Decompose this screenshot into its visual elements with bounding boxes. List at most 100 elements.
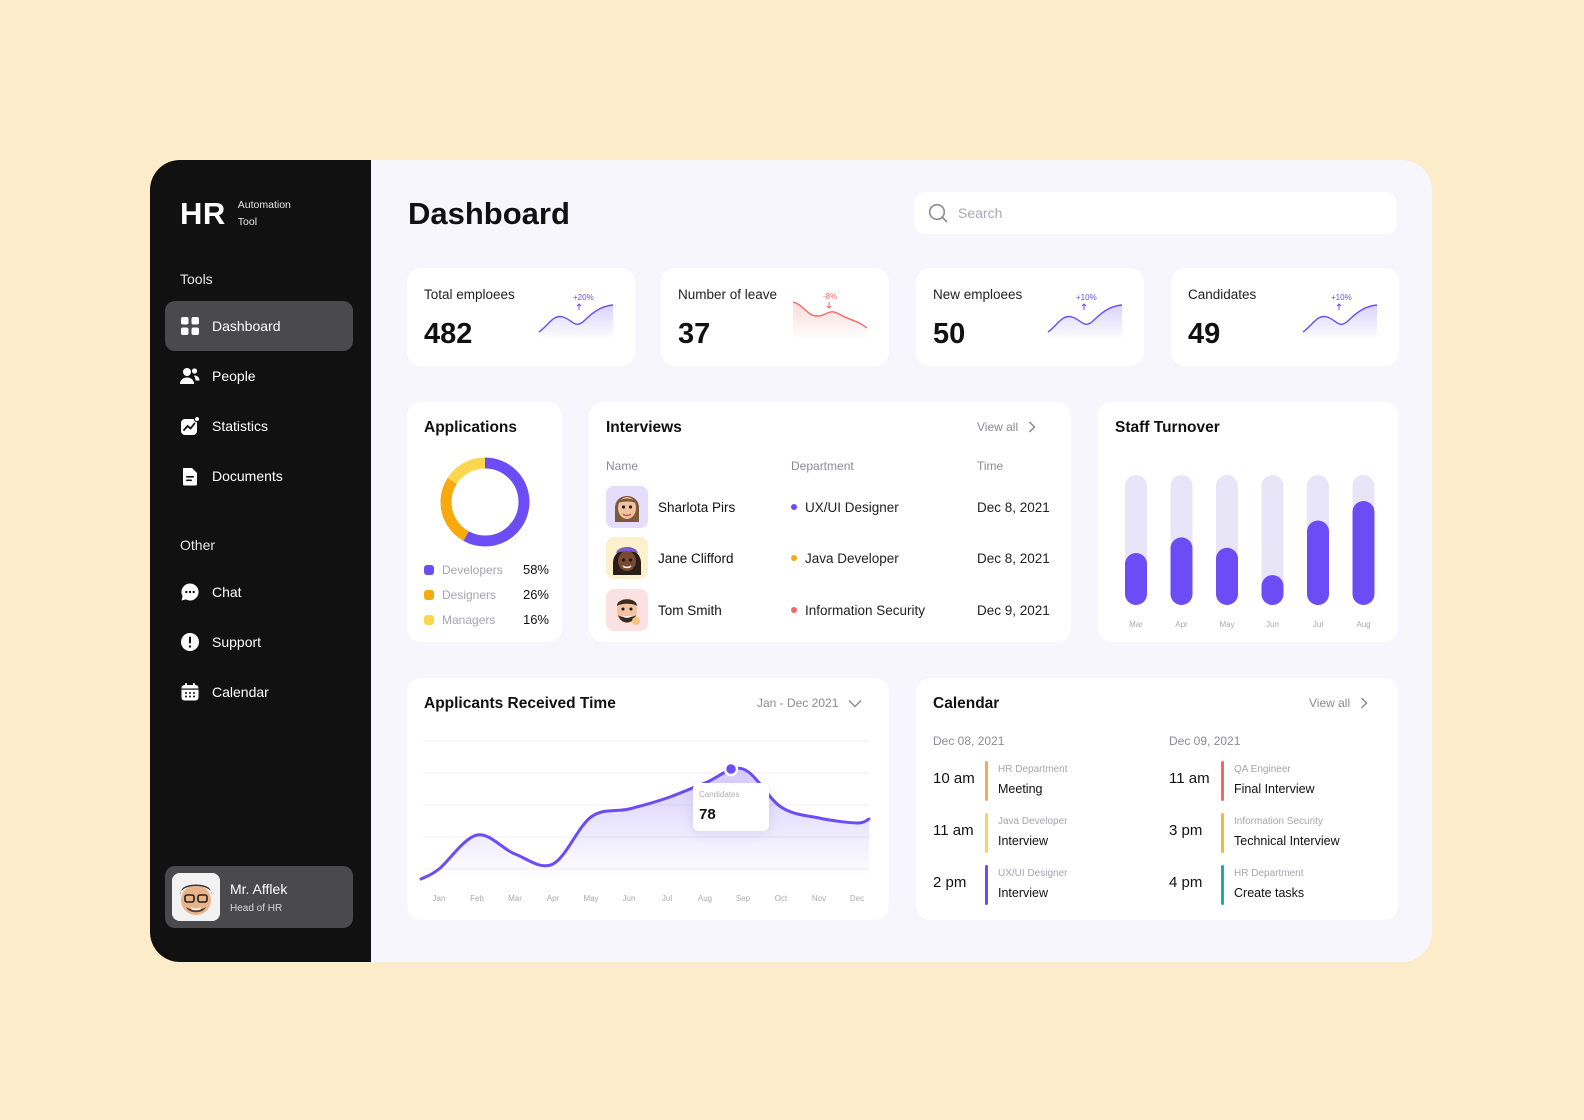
event-department: HR Department [1234, 868, 1304, 879]
staff-turnover-bar-chart: Mar Apr May Jun Jul Aug [1125, 475, 1375, 629]
stat-card-leave: Number of leave 37 -8% [661, 268, 889, 366]
calendar-icon [181, 683, 199, 701]
x-tick-label: Dec [850, 894, 864, 903]
search-bar[interactable] [914, 192, 1397, 234]
stat-card-new-employees: New emploees 50 +10% [916, 268, 1144, 366]
alert-icon [181, 633, 199, 651]
stat-sparkline: +10% [1301, 290, 1381, 345]
event-time: 2 pm [933, 874, 967, 891]
department-label: Information Security [805, 602, 926, 618]
stat-change: +20% [573, 293, 594, 302]
logo: HR Automation Tool [180, 196, 291, 232]
bar-track-jun [1261, 475, 1284, 605]
calendar-view-all-link[interactable]: View all [1309, 696, 1368, 710]
event-department: Java Developer [998, 816, 1068, 827]
stat-label: New emploees [933, 287, 1023, 302]
sidebar-item-chat[interactable]: Chat [165, 567, 353, 617]
search-icon [928, 203, 948, 223]
bar-label-mar: Mar [1129, 620, 1143, 629]
legend-name: Developers [442, 562, 503, 577]
interviews-view-all-link[interactable]: View all [977, 420, 1036, 434]
stat-change: -8% [823, 292, 837, 301]
stat-value: 49 [1188, 318, 1221, 350]
event-time: 3 pm [1169, 822, 1203, 839]
legend-developers: Developers 58% [424, 562, 549, 577]
interviewee-name: Jane Clifford [658, 550, 734, 566]
logo-main: HR [180, 196, 226, 231]
column-header-time: Time [977, 459, 1004, 473]
event-name: Create tasks [1234, 886, 1305, 900]
logo-subtitle: Automation Tool [238, 197, 291, 231]
date-range-dropdown[interactable]: Jan - Dec 2021 [757, 696, 862, 710]
arrow-up-icon [1081, 303, 1087, 310]
sidebar-item-calendar[interactable]: Calendar [165, 667, 353, 717]
page-title: Dashboard [408, 196, 570, 231]
event-time: 10 am [933, 770, 975, 787]
staff-turnover-card: Staff Turnover Mar Apr May Jun Jul Aug [1098, 402, 1398, 642]
stat-sparkline: -8% [791, 290, 871, 345]
x-tick-label: Jan [433, 894, 446, 903]
stat-label: Total emploees [424, 287, 515, 302]
man-avatar-icon [617, 599, 640, 625]
event-name: Technical Interview [1234, 834, 1340, 848]
column-header-name: Name [606, 459, 639, 473]
user-profile[interactable]: Mr. Afflek Head of HR [165, 866, 353, 928]
department-label: Java Developer [805, 550, 899, 566]
tooltip-label: Candidates [699, 790, 739, 799]
event-color-bar [985, 865, 988, 905]
sidebar-item-label: Support [212, 634, 262, 650]
department-label: UX/UI Designer [805, 499, 899, 515]
event-department: UX/UI Designer [998, 868, 1068, 879]
event-department: QA Engineer [1234, 764, 1291, 775]
event-department: HR Department [998, 764, 1068, 775]
x-tick-label: Oct [775, 894, 788, 903]
interview-time: Dec 8, 2021 [977, 550, 1050, 566]
tooltip-box [693, 783, 769, 831]
sidebar-item-label: Dashboard [212, 318, 281, 334]
bar-label-apr: Apr [1175, 620, 1188, 629]
applications-donut-chart [440, 457, 530, 547]
highlight-point[interactable] [723, 761, 739, 777]
bar-label-aug: Aug [1356, 620, 1370, 629]
chevron-down-icon [848, 699, 862, 708]
date-range-label: Jan - Dec 2021 [757, 696, 839, 710]
arrow-up-icon [1336, 303, 1342, 310]
statistics-icon [181, 416, 200, 435]
applicants-received-time-card: Applicants Received Time Jan - Dec 2021 … [407, 678, 889, 920]
main-content: Dashboard Total emploees 482 +20% Number… [371, 160, 1432, 962]
stat-value: 50 [933, 318, 966, 350]
event-department: Information Security [1234, 816, 1323, 827]
x-tick-label: Mar [508, 894, 522, 903]
legend-name: Managers [442, 612, 496, 627]
interviewee-department: Information Security [791, 603, 925, 618]
calendar-title: Calendar [933, 695, 1000, 712]
table-row[interactable]: Sharlota Pirs UX/UI Designer Dec 8, 2021 [606, 486, 1056, 528]
sidebar-item-support[interactable]: Support [165, 617, 353, 667]
view-all-label: View all [977, 420, 1019, 434]
grid-icon [181, 317, 199, 335]
sidebar-item-documents[interactable]: Documents [165, 451, 353, 501]
calendar-card: Calendar View all Dec 08, 2021 Dec 09, 2… [916, 678, 1398, 920]
event-name: Final Interview [1234, 782, 1315, 796]
sidebar: HR Automation Tool Tools Dashboard Peopl… [150, 160, 371, 962]
logo-sub-line2: Tool [237, 216, 258, 228]
event-color-bar [1221, 865, 1224, 905]
bar-label-jul: Jul [1313, 620, 1323, 629]
stat-card-total-employees: Total emploees 482 +20% [407, 268, 635, 366]
table-row[interactable]: Jane Clifford Java Developer Dec 8, 2021 [606, 537, 1056, 579]
event-time: 4 pm [1169, 874, 1203, 891]
area-fill [421, 768, 869, 879]
bar-label-jun: Jun [1266, 620, 1279, 629]
sidebar-item-statistics[interactable]: Statistics [165, 401, 353, 451]
chevron-right-icon [1029, 421, 1036, 433]
event-color-bar [985, 813, 988, 853]
woman-avatar-icon [613, 547, 641, 575]
table-row[interactable]: Tom Smith Information Security Dec 9, 20… [606, 589, 1056, 631]
stat-label: Candidates [1188, 287, 1257, 302]
search-input[interactable] [958, 205, 1338, 221]
x-tick-label: Nov [812, 894, 826, 903]
nav-section-tools: Tools [180, 271, 213, 287]
sidebar-item-dashboard[interactable]: Dashboard [165, 301, 353, 351]
sidebar-item-people[interactable]: People [165, 351, 353, 401]
series-line [419, 766, 871, 881]
